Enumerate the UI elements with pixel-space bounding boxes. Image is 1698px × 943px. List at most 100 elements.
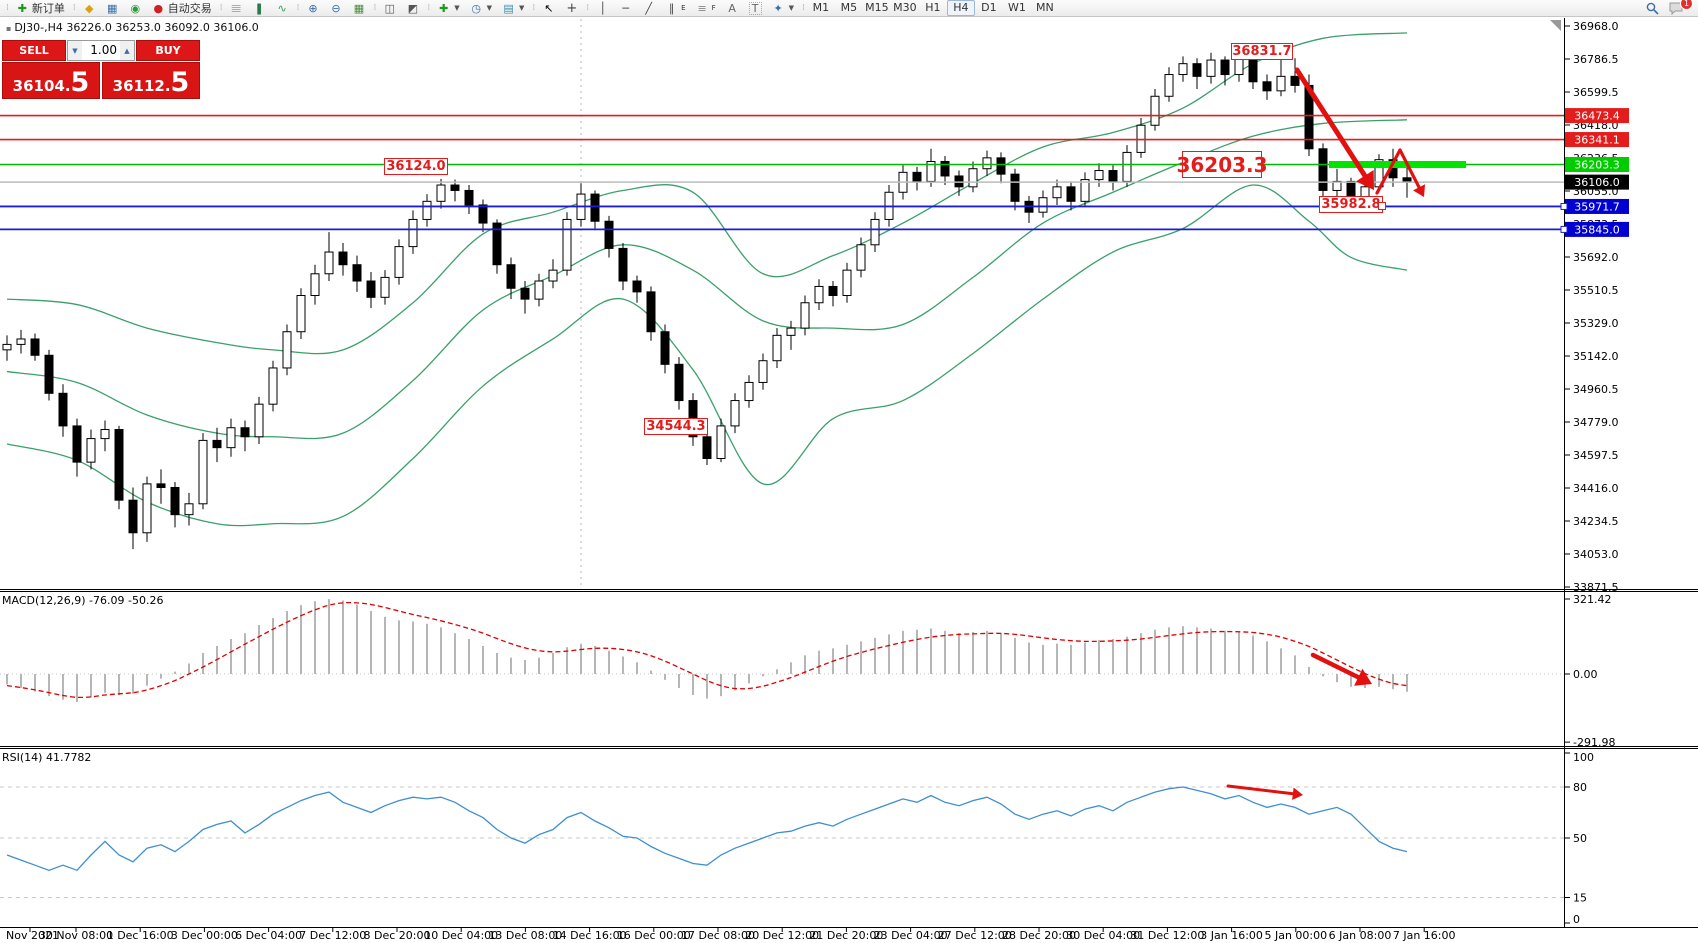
highlight-zone-bar[interactable] <box>1329 161 1466 169</box>
timeframe-button-W1[interactable]: W1 <box>1007 1 1026 14</box>
candle-body <box>562 218 572 271</box>
line-handle[interactable] <box>1560 202 1568 210</box>
zoom-out-button[interactable]: ⊖ <box>325 0 348 17</box>
line-chart-mode-button[interactable]: ∿ <box>271 0 294 17</box>
chart-shift-button[interactable]: ▦ <box>101 0 124 17</box>
price-tick-label: 34234.5 <box>1573 515 1619 528</box>
timeframe-button-M30[interactable]: M30 <box>893 1 917 14</box>
toolbar-grip[interactable]: ⁞ <box>219 3 223 13</box>
toolbar-grip[interactable]: ⁞ <box>296 3 300 13</box>
indicator-window-add-button[interactable]: ◩ <box>401 0 424 17</box>
toolbar-grip[interactable]: ⁞ <box>72 3 76 13</box>
channel-icon: ∥ <box>668 1 675 15</box>
timeframe-button-M1[interactable]: M1 <box>812 1 830 14</box>
trend-arrow[interactable] <box>1310 652 1372 686</box>
rsi-label: RSI(14) 41.7782 <box>2 751 92 764</box>
channel-tool-button[interactable]: ∥ E <box>660 0 690 17</box>
notifications-button[interactable]: 1 <box>1664 0 1693 17</box>
annotation-bottom-label[interactable]: 34544.3 <box>644 418 708 435</box>
volume-decrease-button[interactable]: ▼ <box>68 41 82 60</box>
timeframe-button-MN[interactable]: MN <box>1036 1 1054 14</box>
styles-button[interactable]: ◆ <box>78 0 101 17</box>
toolbar-grip[interactable]: ⁞ <box>532 3 535 13</box>
trend-arrow[interactable] <box>1294 67 1374 190</box>
line-handle[interactable] <box>1560 225 1568 233</box>
search-button[interactable] <box>1641 0 1664 17</box>
sell-price-box[interactable]: 36104. 5 <box>2 62 100 99</box>
trend-arrow[interactable] <box>1375 148 1426 197</box>
price-tick-label: 34053.0 <box>1573 548 1619 561</box>
candle-body <box>996 157 1006 175</box>
tile-windows-button[interactable]: ▦ <box>348 0 371 17</box>
hline-tool-button[interactable]: ─ <box>614 0 637 17</box>
buy-price-pip: 5 <box>170 67 190 98</box>
template-button[interactable]: ▤ ▼ <box>497 0 529 17</box>
buy-price-box[interactable]: 36112. 5 <box>102 62 200 99</box>
new-order-icon: ✚ <box>17 1 27 15</box>
candle-body <box>142 483 152 534</box>
candle-chart-mode-button[interactable]: ❚ <box>248 0 271 17</box>
dropdown-caret-icon: ▼ <box>788 4 795 12</box>
volume-increase-button[interactable]: ▲ <box>120 41 134 60</box>
candle-body <box>744 381 754 402</box>
sell-button[interactable]: SELL <box>2 40 66 61</box>
candle-body <box>352 264 362 282</box>
candle-body <box>870 218 880 246</box>
chart-canvas[interactable]: 36968.036786.536599.536418.036236.536055… <box>0 17 1698 943</box>
buy-button[interactable]: BUY <box>136 40 200 61</box>
volume-input[interactable]: 1.00 <box>90 43 117 57</box>
toolbar-grip[interactable]: ⁞ <box>427 3 430 13</box>
time-tick-label: 10 Dec 04:00 <box>424 929 498 942</box>
macd-tick-label: -291.98 <box>1573 736 1615 749</box>
trendline-tool-button[interactable]: ╱ <box>637 0 660 17</box>
timeframe-button-H1[interactable]: H1 <box>925 1 941 14</box>
timeframe-button-M15[interactable]: M15 <box>865 1 889 14</box>
timeframe-button-D1[interactable]: D1 <box>981 1 997 14</box>
fibonacci-tool-button[interactable]: ≡ F <box>691 0 721 17</box>
news-button[interactable]: ◉ <box>124 0 147 17</box>
signal-icon: ◉ <box>130 1 141 15</box>
toolbar-grip[interactable]: ⁞ <box>373 3 377 13</box>
candle-body <box>1248 57 1258 83</box>
chart-title-text: DJ30-,H4 36226.0 36253.0 36092.0 36106.0 <box>14 21 259 34</box>
annotation-level-label[interactable]: 36203.3 <box>1176 151 1268 178</box>
candle-body <box>464 189 474 206</box>
crosshair-tool-button[interactable]: + <box>560 0 583 17</box>
timeframe-button-H4[interactable]: H4 <box>946 0 975 16</box>
shapes-tool-button[interactable]: ✦ ▼ <box>767 0 799 17</box>
arrow-shaft <box>1398 148 1421 189</box>
price-badge <box>1565 174 1629 190</box>
annotation-high-label[interactable]: 36831.7 <box>1231 43 1293 60</box>
toolbar-grip[interactable]: ⁞ <box>586 3 589 13</box>
new-order-button[interactable]: ✚ 新订单 <box>11 0 70 17</box>
auto-trading-button[interactable]: ● 自动交易 <box>147 0 217 17</box>
time-tick-label: 3 Dec 00:00 <box>171 929 238 942</box>
scroll-marker-icon[interactable] <box>1550 20 1561 31</box>
arrow-head-icon <box>1292 787 1303 801</box>
price-badge <box>1565 108 1629 124</box>
timeframe-button-M5[interactable]: M5 <box>840 1 858 14</box>
zoom-in-icon: ⊕ <box>308 1 318 15</box>
annotation-handle[interactable] <box>1378 201 1386 210</box>
text-tool-button[interactable]: A <box>721 0 744 17</box>
candle-body <box>1122 151 1132 182</box>
text-label-icon: T <box>748 1 762 15</box>
toolbar-grip[interactable]: ⁞ <box>6 3 9 13</box>
rsi-line <box>6 786 1408 872</box>
trend-arrow[interactable] <box>1226 784 1303 801</box>
cursor-tool-button[interactable]: ↖ <box>537 0 560 17</box>
label-tool-button[interactable]: T <box>744 0 767 17</box>
vline-tool-button[interactable]: │ <box>591 0 614 17</box>
bar-chart-mode-button[interactable]: 𝄙 <box>225 0 248 17</box>
annotation-peak-label[interactable]: 36124.0 <box>384 158 448 175</box>
indicator-window-button[interactable]: ◫ <box>378 0 401 17</box>
toolbar-grip[interactable]: ⁞ <box>802 3 805 13</box>
notification-count-badge: 1 <box>1680 0 1693 10</box>
price-tick-label: 36599.5 <box>1573 86 1619 99</box>
candle-body <box>814 285 824 304</box>
period-button[interactable]: ◷ ▼ <box>465 0 497 17</box>
zoom-in-button[interactable]: ⊕ <box>302 0 325 17</box>
annotation-low-label[interactable]: 35982.8 <box>1319 196 1386 213</box>
time-tick-label: 23 Dec 04:00 <box>874 929 948 942</box>
add-indicator-button[interactable]: ✚ ▼ <box>432 0 464 17</box>
